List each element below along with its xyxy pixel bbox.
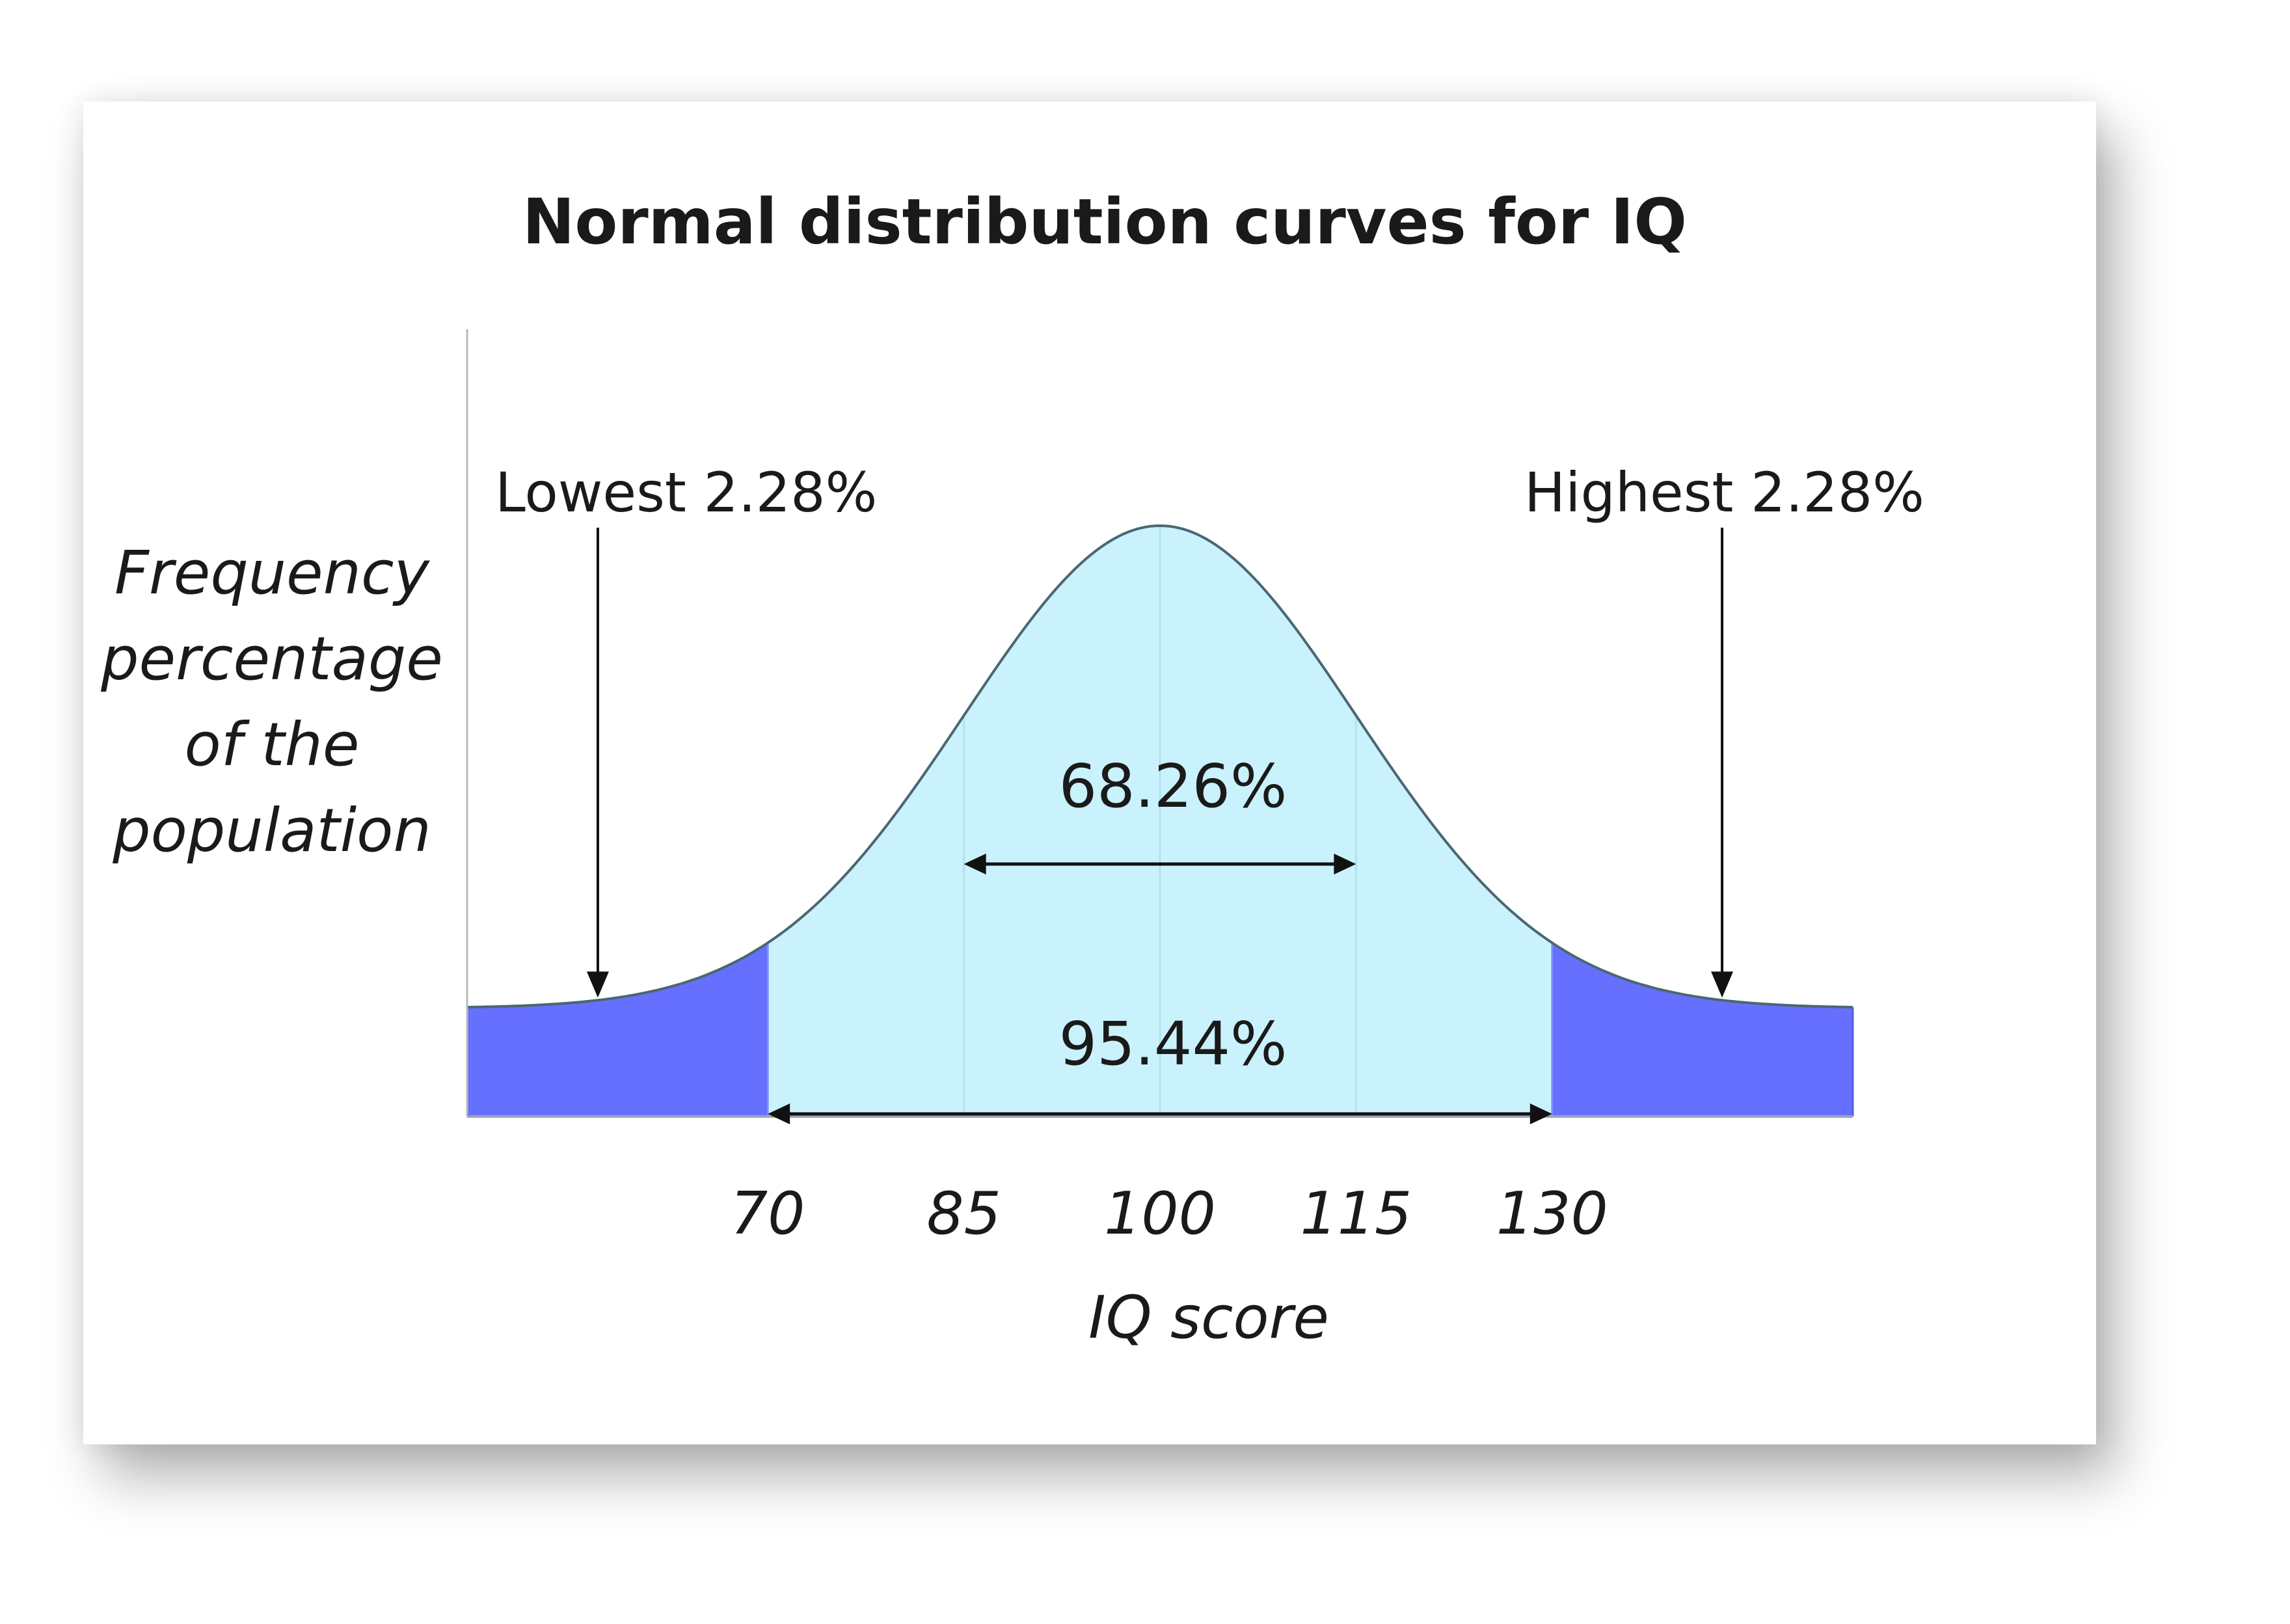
region-47-70 (467, 943, 768, 1116)
x-tick-label: 70 (731, 1180, 805, 1248)
highest-pointer-head (1711, 971, 1734, 998)
chart-title: Normal distribution curves for IQ (522, 185, 1687, 258)
sd-lines (766, 526, 1554, 1116)
y-axis-label-line: of the (185, 710, 360, 779)
x-tick-label: 100 (1104, 1180, 1216, 1248)
y-axis-label-line: population (112, 796, 431, 865)
y-axis-label: Frequency percentage of the population (100, 538, 443, 865)
annotation-arrows (586, 528, 1734, 1124)
annotations: Lowest 2.28% Highest 2.28% 68.26% 95.44% (495, 461, 1924, 1079)
outer-arrow-head-left (768, 1103, 790, 1124)
x-tick-label: 115 (1300, 1180, 1412, 1248)
lowest-pointer-head (586, 971, 609, 998)
inner-arrow-head-right (1334, 854, 1356, 874)
outer-percentage-label: 95.44% (1059, 1009, 1287, 1079)
normal-distribution-chart: Normal distribution curves for IQ Freque… (100, 185, 1924, 1352)
highest-annotation-label: Highest 2.28% (1524, 461, 1924, 524)
x-tick-labels: 70 85 100 115 130 (731, 1180, 1608, 1248)
y-axis-label-line: Frequency (114, 538, 431, 608)
x-tick-label: 130 (1496, 1180, 1608, 1248)
inner-percentage-label: 68.26% (1059, 751, 1287, 821)
chart-card: Normal distribution curves for IQ Freque… (83, 102, 2096, 1444)
region-130-153 (1552, 943, 1853, 1116)
x-tick-label: 85 (926, 1180, 1001, 1248)
inner-arrow-head-left (963, 854, 986, 874)
lowest-annotation-label: Lowest 2.28% (495, 461, 877, 524)
x-axis-label: IQ score (1088, 1284, 1329, 1352)
distribution-curve (466, 524, 1853, 1008)
y-axis-label-line: percentage (100, 624, 443, 694)
outer-arrow-head-right (1529, 1103, 1552, 1124)
